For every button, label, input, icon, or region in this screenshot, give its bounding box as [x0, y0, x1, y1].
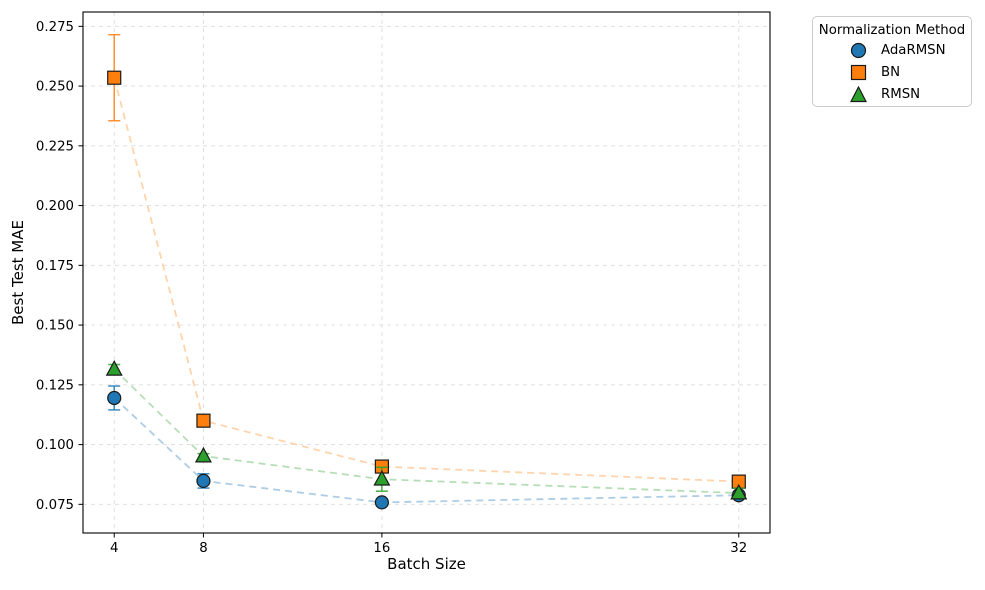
data-point-marker-AdaRMSN	[196, 473, 211, 488]
data-point-marker-BN	[196, 413, 211, 428]
y-tick-label: 0.125	[36, 378, 74, 393]
data-point-marker-AdaRMSN	[374, 495, 389, 510]
legend-item-label: BN	[881, 64, 901, 80]
y-tick-label: 0.150	[36, 319, 74, 334]
y-tick-label: 0.100	[36, 438, 74, 453]
y-tick-label: 0.250	[36, 80, 74, 95]
data-point-marker-RMSN	[373, 469, 391, 486]
series-line-AdaRMSN	[113, 397, 739, 504]
x-tick-label: 4	[110, 541, 118, 556]
circle-marker-icon	[850, 42, 867, 58]
y-tick-label: 0.275	[36, 20, 74, 35]
series-line-RMSN	[113, 368, 739, 494]
y-tick-label: 0.200	[36, 199, 74, 214]
x-tick-label: 16	[373, 541, 390, 556]
legend-item-AdaRMSN: AdaRMSN	[813, 39, 971, 61]
data-point-marker-RMSN	[105, 360, 123, 376]
data-point-marker-BN	[107, 70, 122, 85]
legend-item-RMSN: RMSN	[813, 83, 971, 105]
legend-title: Normalization Method	[818, 23, 966, 38]
triangle-marker-icon	[850, 85, 867, 102]
y-tick-label: 0.175	[36, 259, 74, 274]
x-tick-label: 8	[199, 541, 207, 556]
data-point-marker-AdaRMSN	[107, 390, 122, 406]
legend-item-BN: BN	[813, 61, 971, 83]
x-axis-label: Batch Size	[387, 555, 466, 573]
y-tick-label: 0.225	[36, 139, 74, 154]
legend-item-label: AdaRMSN	[881, 42, 946, 58]
legend-rows: AdaRMSN BN RMSN	[813, 39, 971, 105]
data-point-marker-RMSN	[194, 446, 212, 463]
x-tick-label: 32	[730, 541, 747, 556]
plot-area-border	[82, 11, 771, 534]
legend: Normalization Method AdaRMSN BN RMSN	[812, 16, 972, 107]
data-point-marker-RMSN	[730, 483, 748, 500]
series-line-BN	[113, 77, 739, 483]
square-marker-icon	[850, 64, 867, 80]
legend-item-label: RMSN	[881, 86, 921, 102]
y-axis-label: Best Test MAE	[9, 220, 27, 325]
y-tick-label: 0.075	[36, 498, 74, 513]
